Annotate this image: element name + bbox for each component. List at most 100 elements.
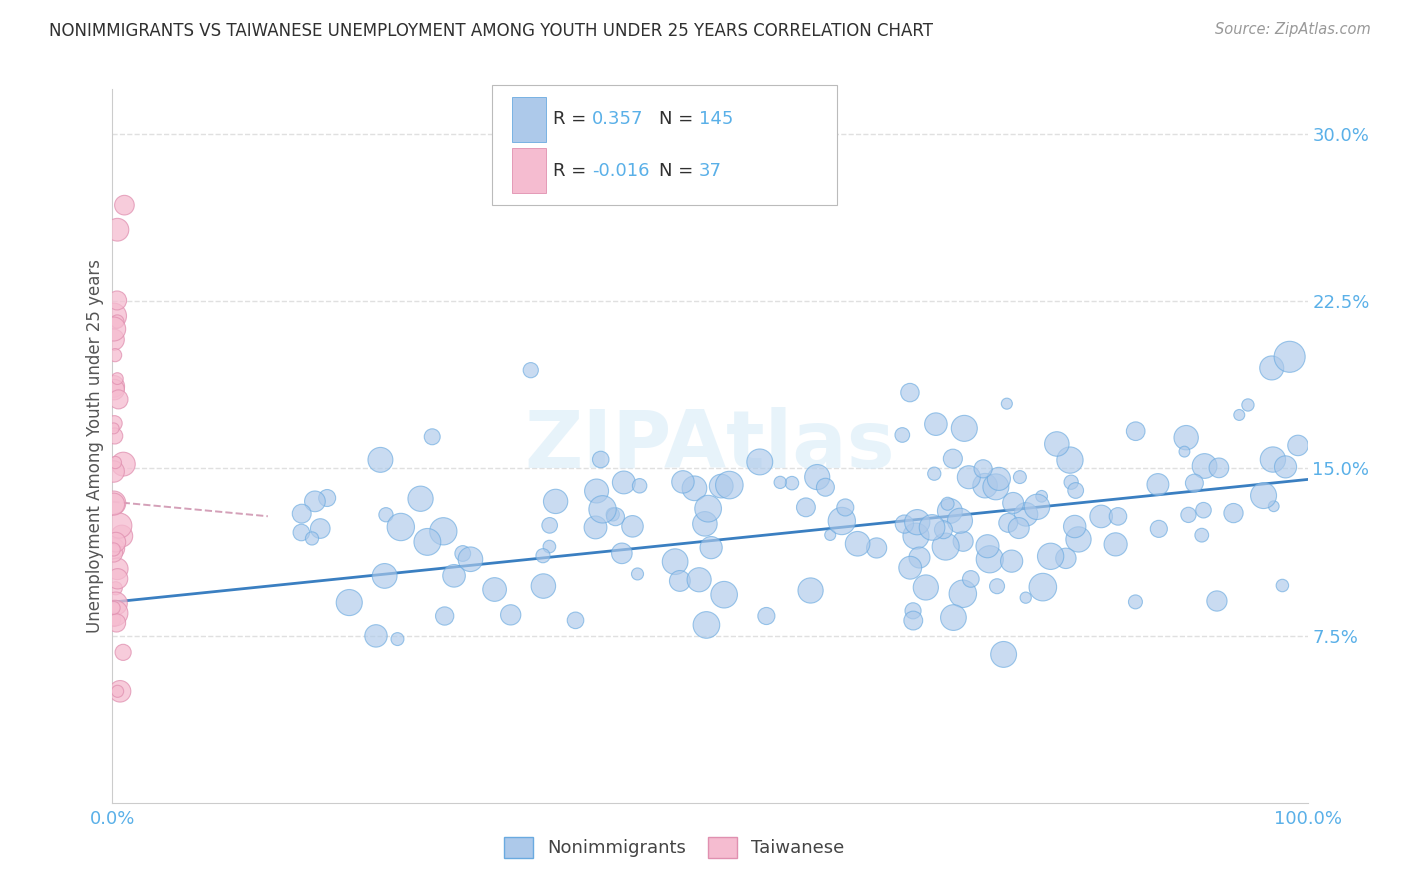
- Point: [972, 462, 994, 476]
- Point: [374, 569, 396, 583]
- Point: [1253, 489, 1275, 503]
- Point: [993, 648, 1015, 662]
- Point: [901, 604, 924, 618]
- Point: [986, 579, 1008, 593]
- Point: [520, 363, 543, 377]
- Point: [585, 520, 607, 534]
- Point: [1125, 424, 1147, 438]
- Point: [695, 618, 717, 632]
- Point: [103, 421, 125, 435]
- Point: [952, 587, 974, 601]
- Point: [337, 596, 360, 610]
- Point: [114, 198, 135, 212]
- Point: [104, 429, 127, 443]
- Point: [309, 522, 332, 536]
- Point: [628, 479, 651, 493]
- Point: [103, 309, 125, 323]
- Point: [602, 508, 624, 522]
- Text: N =: N =: [659, 161, 699, 179]
- Point: [613, 475, 636, 490]
- Point: [108, 518, 131, 533]
- Point: [104, 597, 127, 611]
- Point: [433, 609, 456, 624]
- Point: [710, 479, 733, 493]
- Point: [1147, 477, 1170, 491]
- Point: [1271, 578, 1294, 592]
- Point: [1064, 483, 1087, 498]
- Point: [103, 322, 125, 336]
- Point: [922, 467, 945, 481]
- Point: [1125, 595, 1147, 609]
- Point: [905, 515, 928, 529]
- Point: [103, 612, 125, 626]
- Point: [1067, 533, 1090, 547]
- Point: [697, 501, 720, 516]
- Text: 37: 37: [699, 161, 721, 179]
- Point: [544, 494, 567, 508]
- Point: [755, 609, 778, 624]
- Point: [1182, 476, 1205, 491]
- Point: [103, 465, 125, 479]
- Point: [957, 470, 980, 484]
- Point: [1261, 360, 1284, 375]
- Point: [942, 451, 965, 466]
- Point: [1002, 496, 1025, 510]
- Point: [1175, 431, 1198, 445]
- Point: [1192, 503, 1215, 517]
- Point: [700, 541, 723, 555]
- Point: [936, 497, 959, 511]
- Point: [688, 573, 710, 587]
- Point: [103, 546, 125, 560]
- Point: [460, 552, 482, 566]
- Point: [693, 516, 716, 531]
- Point: [921, 520, 943, 534]
- Point: [1261, 452, 1284, 467]
- Point: [104, 581, 127, 595]
- Point: [103, 497, 125, 511]
- Point: [1063, 519, 1085, 533]
- Point: [904, 529, 927, 543]
- Point: [818, 528, 841, 542]
- Text: NONIMMIGRANTS VS TAIWANESE UNEMPLOYMENT AMONG YOUTH UNDER 25 YEARS CORRELATION C: NONIMMIGRANTS VS TAIWANESE UNEMPLOYMENT …: [49, 22, 934, 40]
- Point: [814, 480, 837, 494]
- Point: [908, 550, 931, 565]
- Point: [1274, 459, 1296, 474]
- Point: [1039, 549, 1062, 564]
- Text: 145: 145: [699, 111, 733, 128]
- Point: [903, 614, 925, 628]
- Point: [713, 588, 735, 602]
- Text: N =: N =: [659, 111, 699, 128]
- Text: Source: ZipAtlas.com: Source: ZipAtlas.com: [1215, 22, 1371, 37]
- Point: [103, 333, 125, 347]
- Point: [621, 519, 644, 533]
- Point: [104, 606, 127, 620]
- Point: [1104, 537, 1126, 551]
- Point: [564, 613, 586, 627]
- Point: [939, 504, 962, 518]
- Point: [953, 421, 976, 435]
- Point: [1090, 509, 1112, 524]
- Legend: Nonimmigrants, Taiwanese: Nonimmigrants, Taiwanese: [496, 830, 852, 865]
- Point: [1026, 500, 1049, 514]
- Point: [304, 494, 326, 508]
- Point: [1107, 509, 1129, 524]
- Point: [925, 417, 948, 431]
- Point: [974, 478, 997, 492]
- Point: [605, 509, 627, 524]
- Point: [935, 540, 957, 554]
- Point: [104, 456, 127, 470]
- Point: [103, 383, 125, 397]
- Point: [105, 371, 128, 385]
- Point: [831, 514, 853, 528]
- Point: [1237, 398, 1260, 412]
- Point: [1046, 437, 1069, 451]
- Y-axis label: Unemployment Among Youth under 25 years: Unemployment Among Youth under 25 years: [86, 259, 104, 633]
- Point: [898, 385, 921, 400]
- Point: [103, 541, 125, 556]
- Point: [932, 523, 955, 537]
- Point: [610, 546, 633, 560]
- Point: [103, 496, 125, 510]
- Point: [585, 483, 607, 498]
- Point: [1059, 453, 1081, 467]
- Point: [683, 481, 706, 495]
